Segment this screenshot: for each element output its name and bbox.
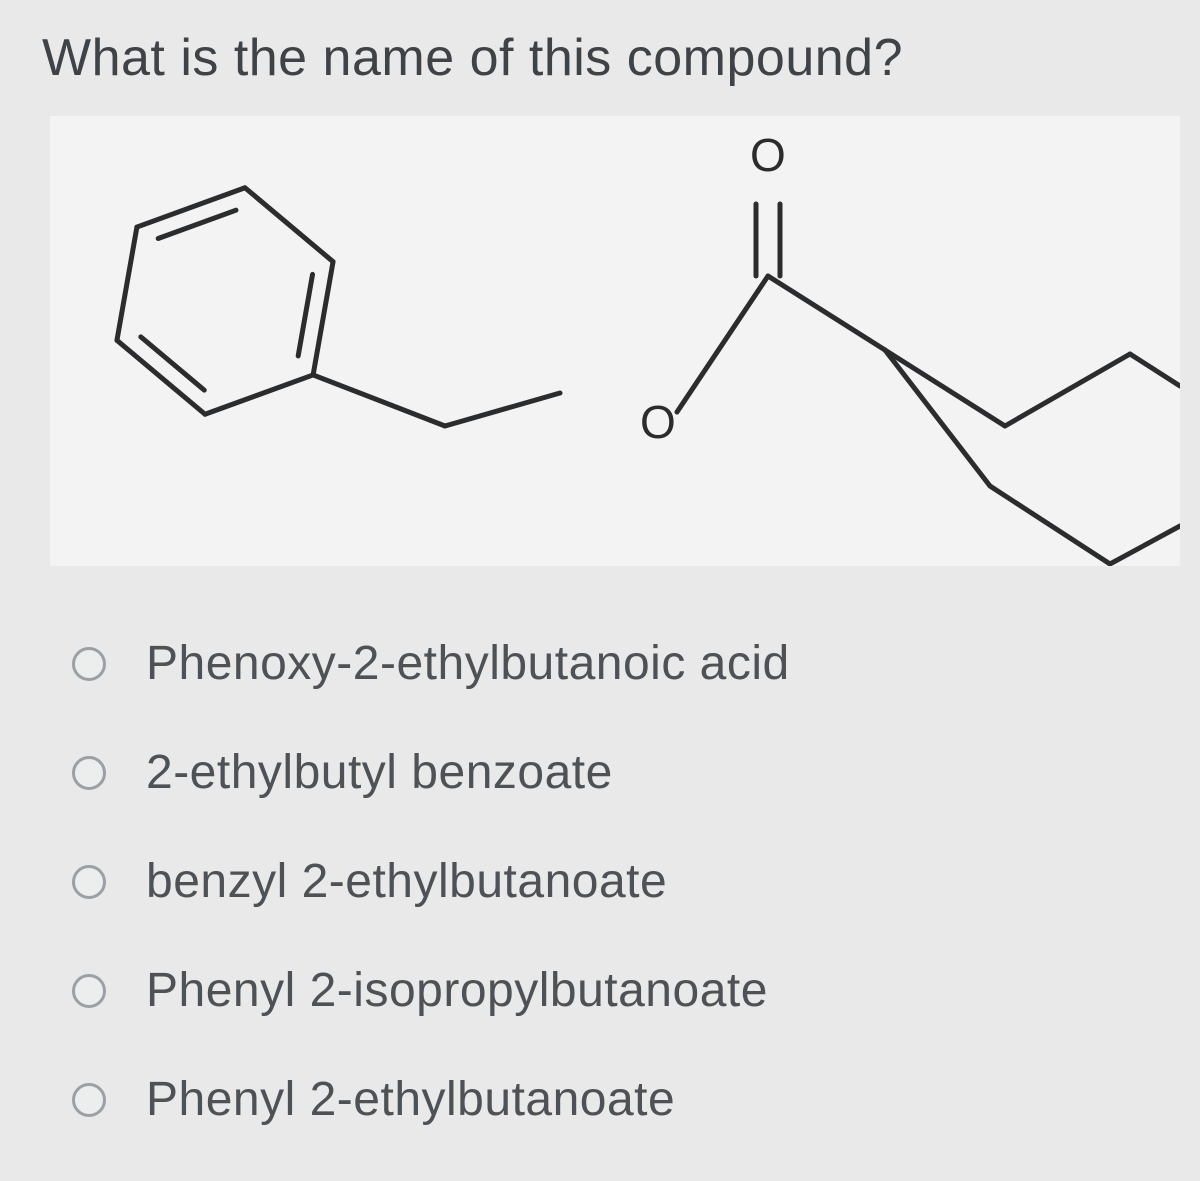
option-row[interactable]: Phenyl 2-ethylbutanoate xyxy=(72,1072,1170,1127)
question-container: What is the name of this compound? OO Ph… xyxy=(0,0,1200,1127)
options-list: Phenoxy-2-ethylbutanoic acid 2-ethylbuty… xyxy=(42,636,1170,1127)
radio-icon[interactable] xyxy=(72,647,106,681)
radio-icon[interactable] xyxy=(72,974,106,1008)
option-row[interactable]: benzyl 2-ethylbutanoate xyxy=(72,854,1170,909)
chemical-structure-svg: OO xyxy=(50,116,1180,566)
option-row[interactable]: Phenoxy-2-ethylbutanoic acid xyxy=(72,636,1170,691)
option-label: Phenyl 2-ethylbutanoate xyxy=(146,1072,675,1127)
option-label: Phenyl 2-isopropylbutanoate xyxy=(146,963,768,1018)
radio-icon[interactable] xyxy=(72,1083,106,1117)
option-label: Phenoxy-2-ethylbutanoic acid xyxy=(146,636,790,691)
svg-text:O: O xyxy=(640,396,676,448)
compound-figure: OO xyxy=(50,116,1180,566)
option-label: 2-ethylbutyl benzoate xyxy=(146,745,613,800)
option-row[interactable]: 2-ethylbutyl benzoate xyxy=(72,745,1170,800)
svg-text:O: O xyxy=(750,129,786,181)
question-text: What is the name of this compound? xyxy=(42,28,1170,88)
option-row[interactable]: Phenyl 2-isopropylbutanoate xyxy=(72,963,1170,1018)
radio-icon[interactable] xyxy=(72,756,106,790)
radio-icon[interactable] xyxy=(72,865,106,899)
option-label: benzyl 2-ethylbutanoate xyxy=(146,854,667,909)
